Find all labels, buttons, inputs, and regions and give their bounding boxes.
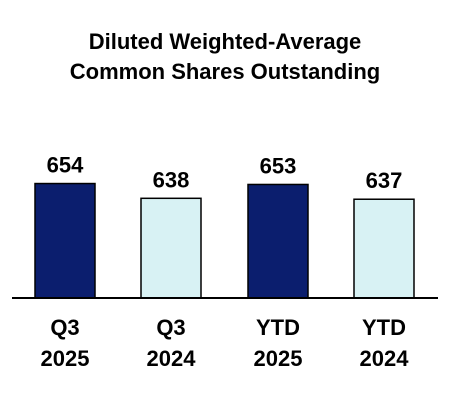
chart-title-line-2: Common Shares Outstanding xyxy=(70,59,380,84)
category-label-1-line-0: Q3 xyxy=(156,315,185,340)
bar-2 xyxy=(247,183,309,299)
bar-1 xyxy=(140,197,202,299)
category-label-0-line-0: Q3 xyxy=(50,315,79,340)
category-label-2-line-0: YTD xyxy=(256,315,300,340)
value-label-1: 638 xyxy=(153,167,190,192)
category-label-3-line-1: 2024 xyxy=(360,346,410,371)
category-label-1-line-1: 2024 xyxy=(147,346,197,371)
value-label-3: 637 xyxy=(366,168,403,193)
category-label-2-line-1: 2025 xyxy=(254,346,303,371)
chart-title-line-1: Diluted Weighted-Average xyxy=(89,29,362,54)
category-label-3-line-0: YTD xyxy=(362,315,406,340)
bar-0 xyxy=(34,182,96,299)
category-label-0-line-1: 2025 xyxy=(41,346,90,371)
bar-3 xyxy=(353,198,415,299)
bars-layer xyxy=(34,182,415,299)
labels-layer: 654 Q3 2025 638 Q3 2024 653 YTD 2025 637 YTD 2024 xyxy=(41,153,410,371)
value-label-2: 653 xyxy=(260,153,297,178)
value-label-0: 654 xyxy=(47,153,84,178)
